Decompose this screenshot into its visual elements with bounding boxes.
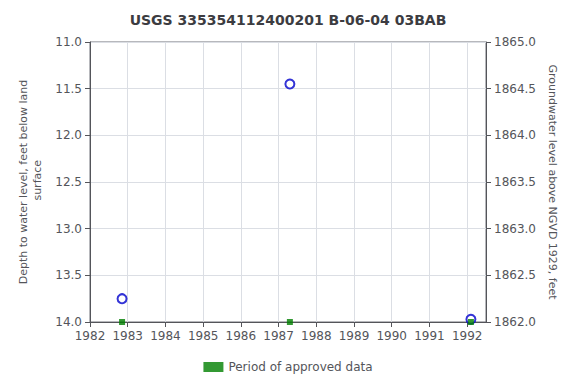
svg-text:Depth to water level, feet bel: Depth to water level, feet below land xyxy=(17,80,30,285)
svg-text:13.0: 13.0 xyxy=(55,222,82,236)
svg-text:1863.5: 1863.5 xyxy=(494,175,536,189)
svg-text:surface: surface xyxy=(31,160,44,204)
svg-text:Groundwater level above NGVD 1: Groundwater level above NGVD 1929, feet xyxy=(546,64,559,300)
svg-text:1991: 1991 xyxy=(414,329,445,343)
svg-text:1862.5: 1862.5 xyxy=(494,268,536,282)
svg-text:12.5: 12.5 xyxy=(55,175,82,189)
svg-text:1990: 1990 xyxy=(376,329,407,343)
svg-text:1986: 1986 xyxy=(226,329,257,343)
svg-text:14.0: 14.0 xyxy=(55,315,82,329)
svg-text:1864.0: 1864.0 xyxy=(494,128,536,142)
svg-text:11.0: 11.0 xyxy=(55,35,82,49)
svg-text:Period of approved data: Period of approved data xyxy=(228,360,372,374)
svg-text:11.5: 11.5 xyxy=(55,82,82,96)
svg-text:1983: 1983 xyxy=(112,329,143,343)
svg-text:1989: 1989 xyxy=(339,329,370,343)
svg-text:1987: 1987 xyxy=(263,329,294,343)
svg-text:1862.0: 1862.0 xyxy=(494,315,536,329)
svg-text:1864.5: 1864.5 xyxy=(494,82,536,96)
svg-text:12.0: 12.0 xyxy=(55,128,82,142)
svg-text:1863.0: 1863.0 xyxy=(494,222,536,236)
svg-text:1988: 1988 xyxy=(301,329,332,343)
svg-text:USGS 335354112400201 B-06-04 0: USGS 335354112400201 B-06-04 03BAB xyxy=(130,12,447,28)
svg-text:13.5: 13.5 xyxy=(55,268,82,282)
svg-text:1984: 1984 xyxy=(150,329,181,343)
svg-text:1982: 1982 xyxy=(75,329,106,343)
svg-text:1865.0: 1865.0 xyxy=(494,35,536,49)
svg-text:1992: 1992 xyxy=(452,329,483,343)
svg-text:1985: 1985 xyxy=(188,329,219,343)
